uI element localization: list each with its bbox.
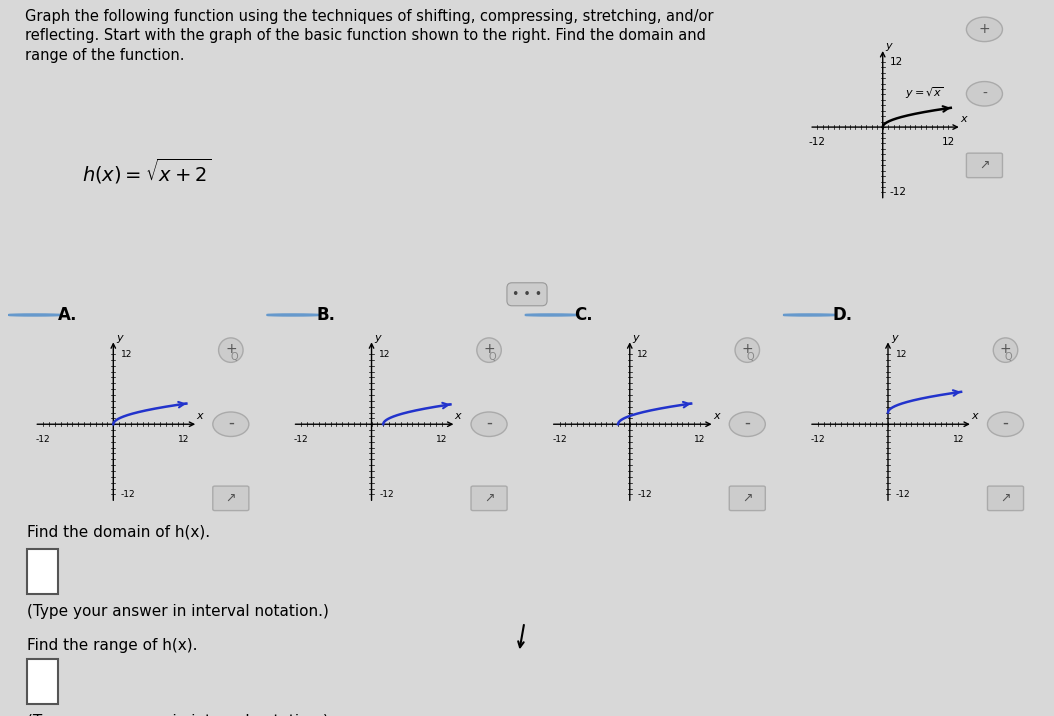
Text: y: y <box>374 333 382 343</box>
Text: +: + <box>225 342 237 356</box>
Text: -12: -12 <box>638 490 652 499</box>
Circle shape <box>471 412 507 437</box>
FancyBboxPatch shape <box>729 486 765 511</box>
Text: 12: 12 <box>121 349 133 359</box>
Text: -12: -12 <box>294 435 309 444</box>
Circle shape <box>476 338 502 362</box>
Text: $h(x) = \sqrt{x+2}$: $h(x) = \sqrt{x+2}$ <box>82 158 212 186</box>
Text: (Type your answer in interval notation.): (Type your answer in interval notation.) <box>27 714 329 716</box>
FancyBboxPatch shape <box>27 659 58 704</box>
Text: 12: 12 <box>695 435 705 444</box>
Text: ↗: ↗ <box>979 159 990 172</box>
Text: C.: C. <box>574 306 593 324</box>
Text: +: + <box>483 342 495 356</box>
Text: -: - <box>1002 414 1009 432</box>
Text: +: + <box>741 342 754 356</box>
Text: 12: 12 <box>896 349 907 359</box>
Text: -12: -12 <box>811 435 825 444</box>
Text: ↗: ↗ <box>484 492 494 505</box>
Circle shape <box>218 338 243 362</box>
Text: y: y <box>632 333 640 343</box>
Text: y: y <box>891 333 898 343</box>
Text: 12: 12 <box>941 137 955 147</box>
Text: Q: Q <box>488 352 496 362</box>
Text: -12: -12 <box>552 435 567 444</box>
Text: x: x <box>454 411 462 421</box>
Text: 12: 12 <box>379 349 391 359</box>
Text: 12: 12 <box>436 435 447 444</box>
Text: ↗: ↗ <box>1000 492 1011 505</box>
FancyBboxPatch shape <box>988 486 1023 511</box>
Text: x: x <box>196 411 203 421</box>
Text: x: x <box>960 115 967 125</box>
FancyBboxPatch shape <box>213 486 249 511</box>
Text: -: - <box>228 414 234 432</box>
Text: Q: Q <box>746 352 755 362</box>
Text: -: - <box>486 414 492 432</box>
Text: Find the range of h(x).: Find the range of h(x). <box>27 639 198 654</box>
Text: • • •: • • • <box>512 288 542 301</box>
Text: -12: -12 <box>890 188 906 198</box>
Text: +: + <box>978 22 991 37</box>
FancyBboxPatch shape <box>967 153 1002 178</box>
Text: Graph the following function using the techniques of shifting, compressing, stre: Graph the following function using the t… <box>24 9 714 63</box>
Text: -12: -12 <box>121 490 136 499</box>
Text: -: - <box>982 87 987 101</box>
Text: $y=\sqrt{x}$: $y=\sqrt{x}$ <box>904 85 943 101</box>
Text: 12: 12 <box>178 435 189 444</box>
Text: -12: -12 <box>808 137 826 147</box>
Text: 12: 12 <box>890 57 903 67</box>
Circle shape <box>735 338 760 362</box>
Text: ↗: ↗ <box>226 492 236 505</box>
Text: ↗: ↗ <box>742 492 753 505</box>
Circle shape <box>967 17 1002 42</box>
Text: (Type your answer in interval notation.): (Type your answer in interval notation.) <box>27 604 329 619</box>
Circle shape <box>213 412 249 437</box>
Circle shape <box>993 338 1018 362</box>
FancyBboxPatch shape <box>27 548 58 594</box>
Text: 12: 12 <box>638 349 649 359</box>
Text: D.: D. <box>833 306 853 324</box>
Circle shape <box>988 412 1023 437</box>
Text: -12: -12 <box>896 490 911 499</box>
Text: -12: -12 <box>379 490 394 499</box>
Circle shape <box>729 412 765 437</box>
Text: y: y <box>116 333 123 343</box>
Text: B.: B. <box>316 306 335 324</box>
Text: y: y <box>885 42 892 52</box>
Text: -: - <box>744 414 750 432</box>
Text: Q: Q <box>1004 352 1013 362</box>
Text: x: x <box>713 411 720 421</box>
Text: Find the domain of h(x).: Find the domain of h(x). <box>27 524 211 539</box>
Text: x: x <box>971 411 978 421</box>
Text: Q: Q <box>230 352 238 362</box>
Text: -12: -12 <box>36 435 51 444</box>
Text: A.: A. <box>58 306 78 324</box>
Text: 12: 12 <box>953 435 963 444</box>
Text: +: + <box>999 342 1012 356</box>
FancyBboxPatch shape <box>471 486 507 511</box>
Circle shape <box>967 82 1002 106</box>
